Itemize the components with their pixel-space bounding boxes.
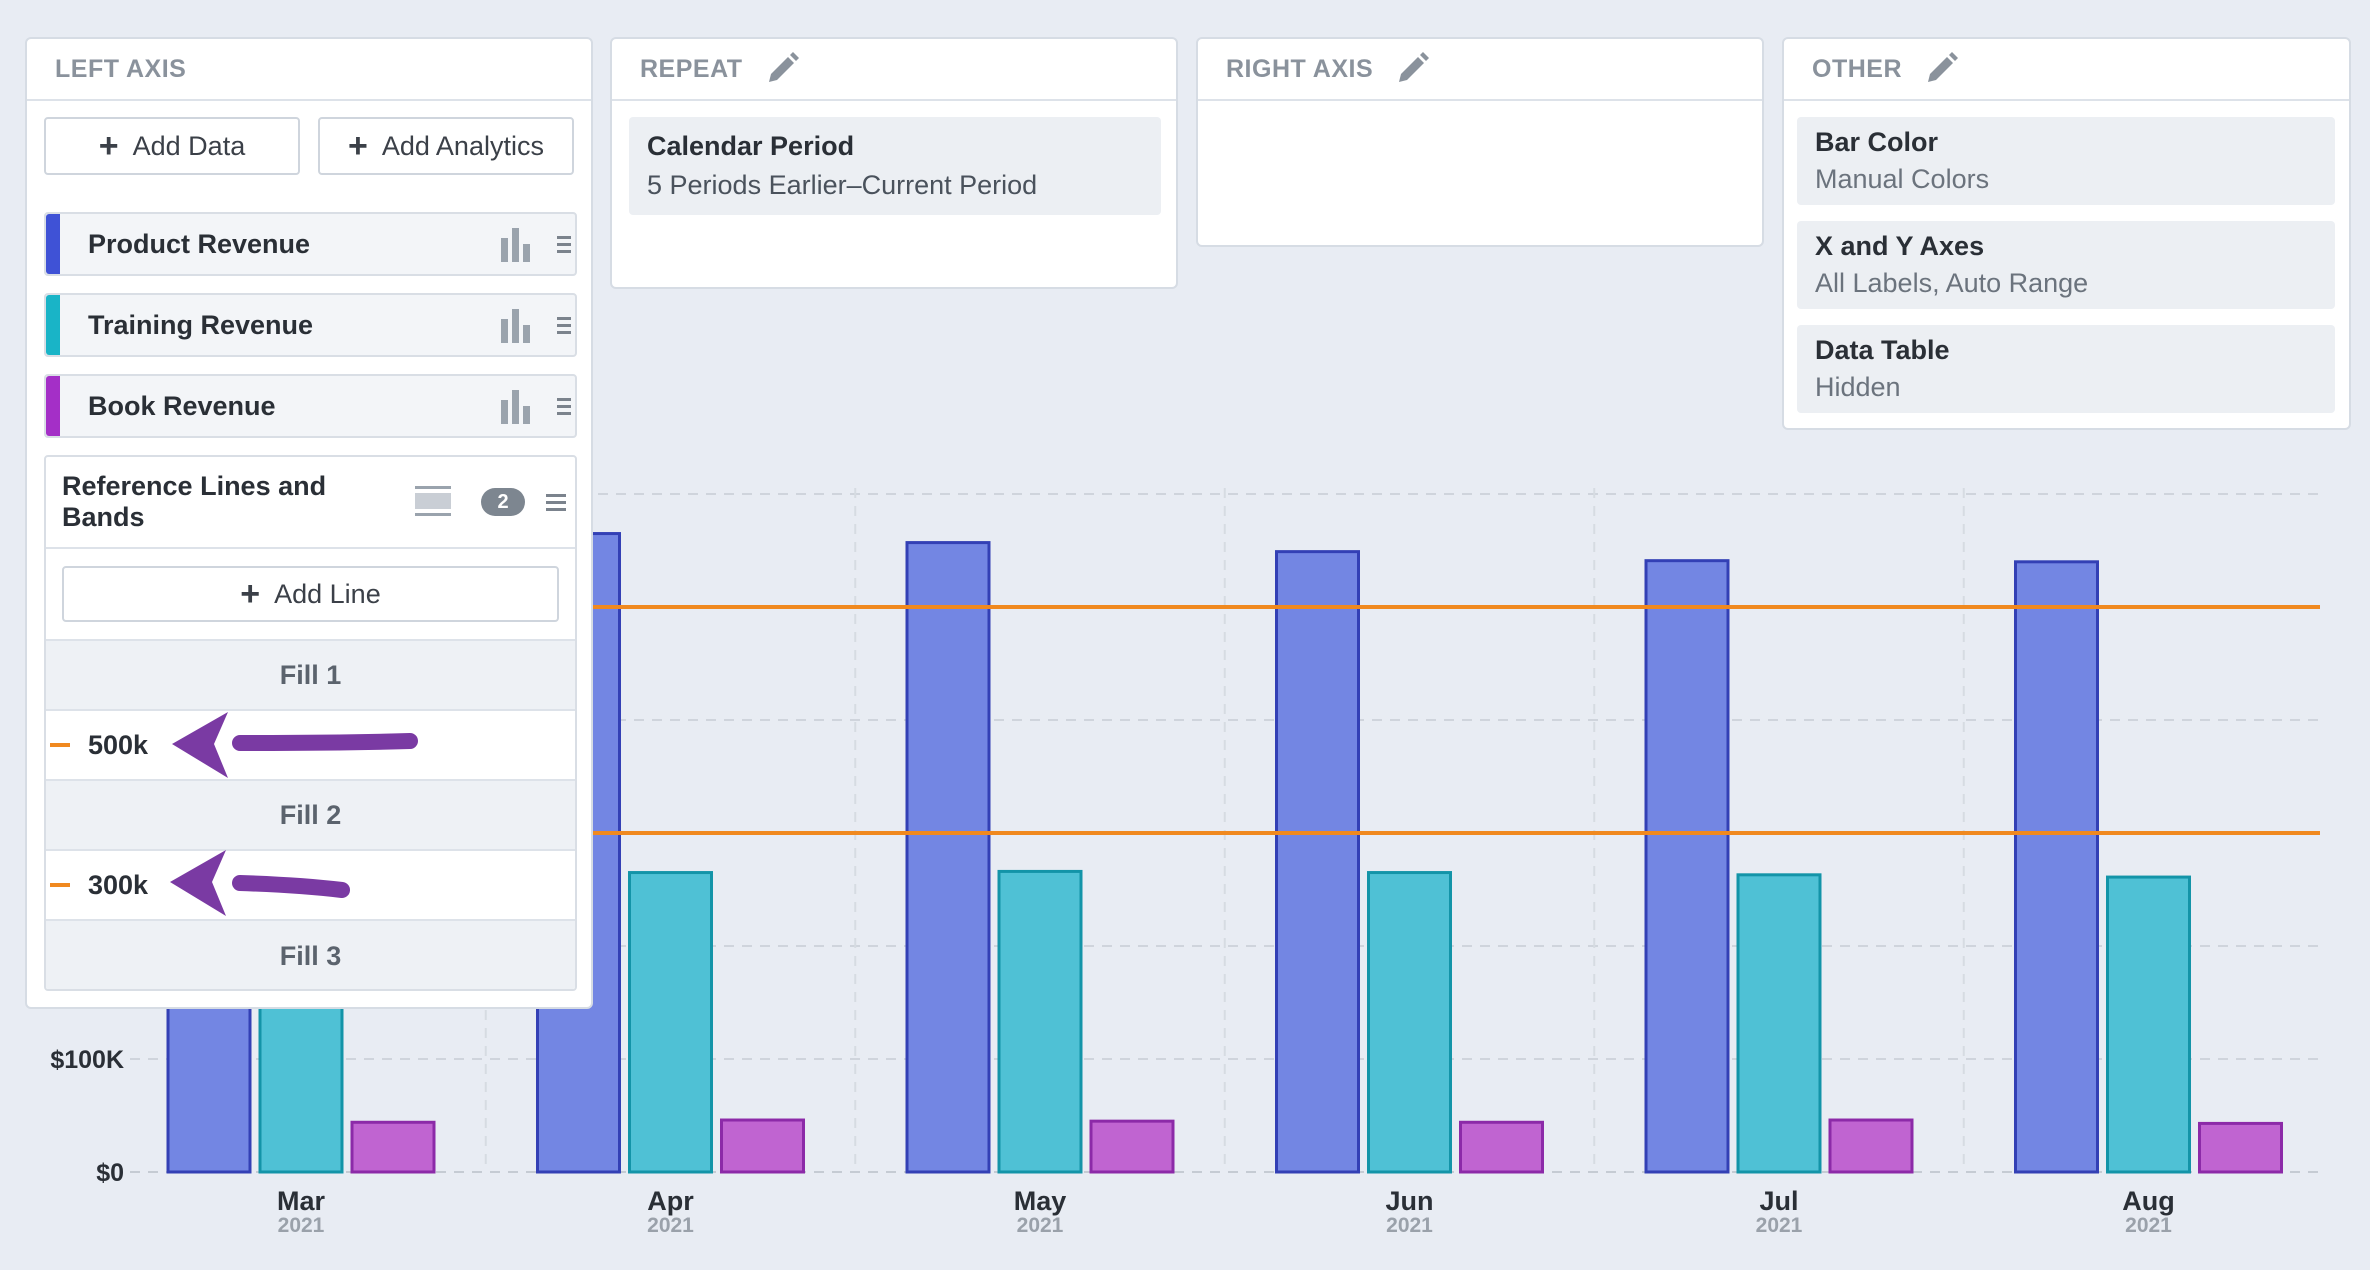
repeat-title: REPEAT bbox=[640, 54, 743, 83]
x-tick-label: Mar bbox=[277, 1186, 326, 1216]
bar-training-revenue bbox=[628, 871, 713, 1174]
fill-3-row[interactable]: Fill 3 bbox=[46, 921, 575, 989]
axes-item[interactable]: X and Y Axes All Labels, Auto Range bbox=[1797, 221, 2335, 309]
bar-chart-icon[interactable] bbox=[497, 386, 537, 426]
reference-lines-section: Reference Lines and Bands 2 + Add Line F… bbox=[44, 455, 577, 991]
right-axis-title: RIGHT AXIS bbox=[1226, 54, 1374, 83]
y-tick-label: $100K bbox=[50, 1046, 124, 1074]
x-tick-year: 2021 bbox=[1017, 1214, 1064, 1237]
axes-title: X and Y Axes bbox=[1815, 231, 1985, 261]
bar-book-revenue bbox=[720, 1118, 805, 1174]
x-tick-year: 2021 bbox=[278, 1214, 325, 1237]
pencil-icon[interactable] bbox=[1924, 52, 1958, 86]
data-table-item[interactable]: Data Table Hidden bbox=[1797, 325, 2335, 413]
repeat-panel: REPEAT Calendar Period 5 Periods Earlier… bbox=[610, 37, 1178, 289]
series-color-swatch bbox=[46, 214, 60, 274]
bar-book-revenue bbox=[2198, 1121, 2283, 1174]
data-table-value: Hidden bbox=[1815, 372, 1901, 402]
series-color-swatch bbox=[46, 376, 60, 436]
x-tick-year: 2021 bbox=[647, 1214, 694, 1237]
menu-icon[interactable] bbox=[555, 233, 573, 255]
add-line-button[interactable]: + Add Line bbox=[62, 566, 559, 622]
x-tick-label: Jul bbox=[1759, 1186, 1798, 1216]
plus-icon: + bbox=[240, 575, 261, 613]
right-axis-panel: RIGHT AXIS bbox=[1196, 37, 1764, 247]
series-item-book-revenue[interactable]: Book Revenue bbox=[44, 374, 577, 438]
data-table-title: Data Table bbox=[1815, 335, 1950, 365]
add-line-label: Add Line bbox=[274, 578, 381, 609]
bar-color-item[interactable]: Bar Color Manual Colors bbox=[1797, 117, 2335, 205]
series-item-product-revenue[interactable]: Product Revenue bbox=[44, 212, 577, 276]
y-tick-label: $0 bbox=[96, 1159, 124, 1187]
left-axis-header: LEFT AXIS bbox=[27, 39, 591, 101]
reference-lines-title: Reference Lines and Bands bbox=[62, 471, 327, 532]
reference-line-label: 300k bbox=[88, 869, 149, 900]
menu-icon[interactable] bbox=[555, 395, 573, 417]
line-color-swatch bbox=[50, 883, 70, 887]
reference-lines-header[interactable]: Reference Lines and Bands 2 bbox=[46, 457, 575, 549]
plus-icon: + bbox=[348, 127, 368, 165]
reference-line-500k[interactable]: 500k bbox=[46, 711, 575, 781]
bar-training-revenue bbox=[2106, 875, 2191, 1174]
series-name: Product Revenue bbox=[88, 228, 311, 259]
x-tick-year: 2021 bbox=[2125, 1214, 2172, 1237]
right-axis-header: RIGHT AXIS bbox=[1198, 39, 1762, 101]
bar-book-revenue bbox=[1459, 1120, 1544, 1174]
bar-training-revenue bbox=[1736, 873, 1822, 1174]
axes-value: All Labels, Auto Range bbox=[1815, 268, 2089, 298]
reference-count-badge: 2 bbox=[481, 488, 525, 516]
calendar-period-value: 5 Periods Earlier–Current Period bbox=[647, 170, 1038, 200]
reference-line-label: 500k bbox=[88, 729, 149, 760]
x-tick-label: May bbox=[1014, 1186, 1067, 1216]
pencil-icon[interactable] bbox=[765, 52, 799, 86]
add-analytics-button[interactable]: + Add Analytics bbox=[318, 117, 574, 175]
x-tick-year: 2021 bbox=[1756, 1214, 1803, 1237]
left-axis-panel: LEFT AXIS + Add Data + Add Analytics Pro… bbox=[25, 37, 593, 1009]
add-analytics-label: Add Analytics bbox=[381, 130, 544, 161]
series-name: Book Revenue bbox=[88, 390, 276, 421]
bar-product-revenue bbox=[2014, 560, 2099, 1174]
bar-book-revenue bbox=[1828, 1118, 1914, 1174]
bar-book-revenue bbox=[350, 1120, 436, 1174]
x-tick-year: 2021 bbox=[1386, 1214, 1433, 1237]
series-item-training-revenue[interactable]: Training Revenue bbox=[44, 293, 577, 357]
line-color-swatch bbox=[50, 743, 70, 747]
fill-2-row[interactable]: Fill 2 bbox=[46, 781, 575, 851]
other-panel: OTHER Bar Color Manual Colors X and Y Ax… bbox=[1782, 37, 2351, 430]
left-axis-title: LEFT AXIS bbox=[55, 54, 187, 83]
bar-training-revenue bbox=[1367, 871, 1452, 1174]
series-color-swatch bbox=[46, 295, 60, 355]
series-name: Training Revenue bbox=[88, 309, 314, 340]
reference-line-300k[interactable]: 300k bbox=[46, 851, 575, 921]
add-data-label: Add Data bbox=[132, 130, 246, 161]
reference-band-icon[interactable] bbox=[413, 482, 453, 522]
bar-book-revenue bbox=[1089, 1119, 1175, 1174]
pencil-icon[interactable] bbox=[1395, 52, 1430, 86]
bar-training-revenue bbox=[997, 869, 1083, 1174]
bar-chart-icon[interactable] bbox=[497, 224, 537, 264]
bar-color-value: Manual Colors bbox=[1815, 164, 1990, 194]
bar-color-title: Bar Color bbox=[1815, 127, 1939, 157]
menu-icon[interactable] bbox=[545, 491, 567, 513]
calendar-period-item[interactable]: Calendar Period 5 Periods Earlier–Curren… bbox=[629, 117, 1161, 215]
calendar-period-title: Calendar Period bbox=[647, 131, 855, 161]
bar-chart-icon[interactable] bbox=[497, 305, 537, 345]
fill-1-row[interactable]: Fill 1 bbox=[46, 641, 575, 711]
repeat-header: REPEAT bbox=[612, 39, 1176, 101]
plus-icon: + bbox=[98, 127, 119, 165]
bar-product-revenue bbox=[905, 541, 991, 1174]
x-tick-label: Apr bbox=[647, 1186, 694, 1216]
other-title: OTHER bbox=[1812, 54, 1902, 83]
x-tick-label: Jun bbox=[1385, 1186, 1433, 1216]
bar-product-revenue bbox=[1644, 559, 1730, 1174]
add-data-button[interactable]: + Add Data bbox=[44, 117, 300, 175]
bar-product-revenue bbox=[1275, 550, 1360, 1174]
menu-icon[interactable] bbox=[555, 314, 573, 336]
x-tick-label: Aug bbox=[2122, 1186, 2174, 1216]
other-header: OTHER bbox=[1784, 39, 2349, 101]
